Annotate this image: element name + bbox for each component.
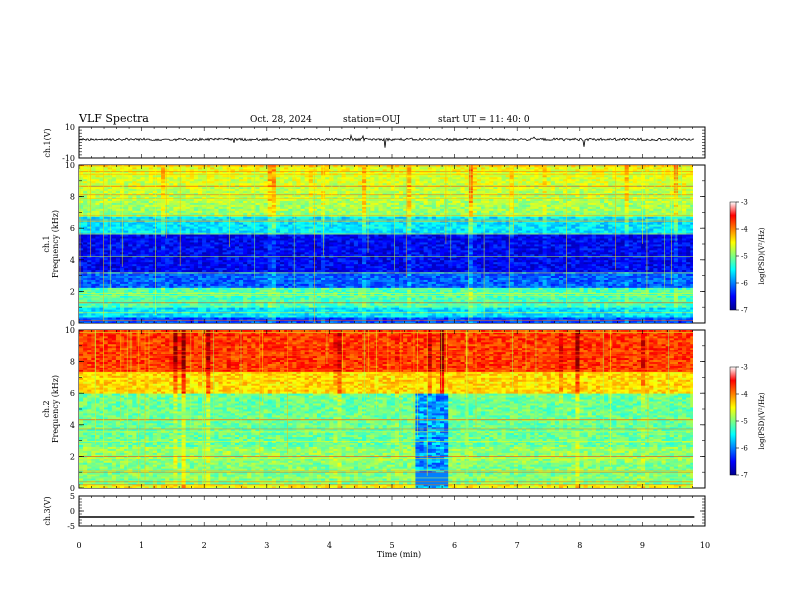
- ylabel-ch1-waveform: ch.1(V): [43, 128, 52, 157]
- y-tick-label: 5: [70, 492, 75, 501]
- colorbar-tick-label: -3: [741, 199, 748, 207]
- start-time-label: start UT = 11: 40: 0: [438, 115, 530, 125]
- x-tick-label: 8: [577, 541, 582, 550]
- y-tick-label: 4: [70, 421, 75, 430]
- ch1-spectrogram-image: [79, 165, 693, 323]
- colorbar-ch2-label: log(PSD)(V²/Hz): [758, 392, 766, 449]
- panel-ch3-waveform: [78, 495, 706, 527]
- panel-ch1-waveform: [78, 126, 706, 159]
- ylabel-ch2-spectrogram: ch.2 Frequency (kHz): [42, 375, 60, 443]
- ch2-spectrogram-image: [79, 330, 693, 488]
- x-tick-labels: 0 1 2 3 4 5 6 7 8 9 10: [76, 541, 710, 550]
- x-tick-label: 2: [202, 541, 207, 550]
- y-tick-label: 6: [70, 224, 75, 233]
- colorbar-tick-label: -5: [741, 418, 748, 426]
- colorbar-tick-label: -6: [741, 280, 748, 288]
- colorbar-tick-label: -7: [741, 472, 748, 480]
- y-tick-label: 10: [65, 161, 75, 170]
- y-tick-label: 2: [70, 287, 75, 296]
- x-tick-label: 4: [327, 541, 332, 550]
- x-tick-label: 3: [264, 541, 269, 550]
- x-tick-label: 5: [389, 541, 394, 550]
- x-tick-label: 1: [139, 541, 144, 550]
- y-tick-label: 0: [70, 319, 75, 328]
- y-tick-label: -10: [62, 154, 75, 163]
- y-tick-label: -5: [67, 522, 75, 531]
- colorbar-ch2: -3 -4 -5 -6 -7 log(PSD)(V²/Hz): [729, 364, 766, 480]
- y-tick-label: 8: [70, 358, 75, 367]
- x-tick-label: 0: [76, 541, 81, 550]
- y-tick-label: 6: [70, 389, 75, 398]
- colorbar-tick-label: -5: [741, 253, 748, 261]
- y-tick-label: 10: [65, 123, 75, 132]
- x-axis-label: Time (min): [377, 550, 421, 559]
- y-tick-label: 0: [70, 507, 75, 516]
- colorbar-ch1: -3 -4 -5 -6 -7 log(PSD)(V²/Hz): [729, 199, 766, 315]
- ylabel-ch1-spectrogram: ch.1 Frequency (kHz): [42, 210, 60, 278]
- y-tick-label: 4: [70, 256, 75, 265]
- colorbar-tick-label: -4: [741, 391, 748, 399]
- x-tick-label: 6: [452, 541, 457, 550]
- colorbar-tick-label: -7: [741, 307, 748, 315]
- colorbar-ch1-label: log(PSD)(V²/Hz): [758, 227, 766, 284]
- colorbar-tick-label: -4: [741, 226, 748, 234]
- ylabel-ch3-waveform: ch.3(V): [43, 496, 52, 525]
- date-label: Oct. 28, 2024: [250, 115, 312, 125]
- figure-title: VLF Spectra: [78, 112, 149, 125]
- ch1-waveform-trace: [78, 133, 695, 148]
- colorbar-tick-label: -6: [741, 445, 748, 453]
- x-tick-label: 7: [515, 541, 520, 550]
- y-tick-label: 10: [65, 326, 75, 335]
- y-tick-label: 8: [70, 193, 75, 202]
- y-tick-label: 0: [70, 484, 75, 493]
- x-tick-label: 10: [700, 541, 710, 550]
- y-tick-label: 2: [70, 452, 75, 461]
- axis-ticks: [78, 126, 706, 527]
- x-tick-label: 9: [640, 541, 645, 550]
- station-label: station=OUJ: [343, 115, 401, 125]
- colorbar-tick-label: -3: [741, 364, 748, 372]
